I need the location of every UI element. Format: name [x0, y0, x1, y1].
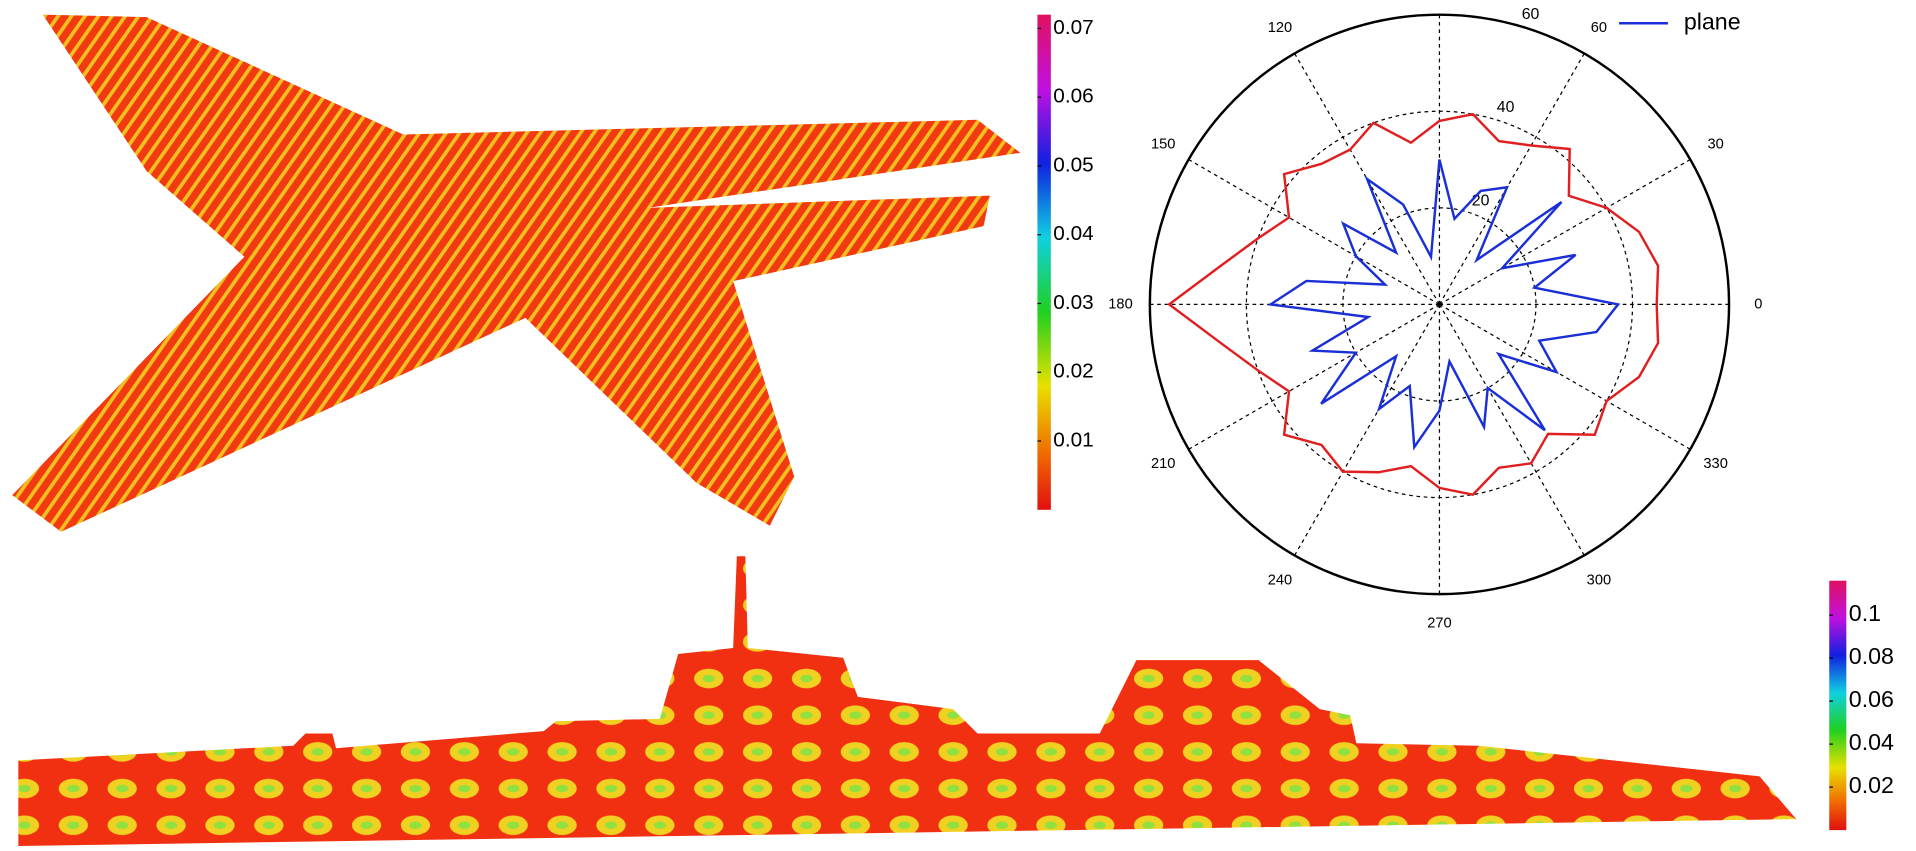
colorbar — [1037, 15, 1050, 510]
theta-tick-label: 300 — [1587, 573, 1611, 589]
r-tick-label: 60 — [1522, 6, 1540, 23]
theta-tick-label: 180 — [1108, 296, 1132, 312]
colorbar-tick-label: 0.02 — [1053, 360, 1093, 383]
theta-tick-label: 60 — [1591, 20, 1607, 36]
theta-tick-label: 240 — [1268, 573, 1292, 589]
polar-plot: 2040600306090120150180210240270300330 — [1108, 0, 1762, 631]
colorbar-tick-label: 0.1 — [1849, 600, 1881, 626]
colorbar-tick-label: 0.06 — [1053, 85, 1093, 108]
theta-tick-label: 30 — [1707, 137, 1723, 153]
theta-tick-label: 270 — [1427, 615, 1451, 631]
colorbar-tick-label: 0.07 — [1053, 16, 1093, 39]
polar-line — [1271, 160, 1619, 448]
colorbar — [1829, 581, 1846, 830]
colorbar-tick-label: 0.04 — [1849, 729, 1894, 755]
colorbar-tick-label: 0.02 — [1849, 772, 1894, 798]
colorbar-tick-label: 0.08 — [1849, 643, 1894, 669]
colorbar-tick-label: 0.05 — [1053, 153, 1093, 176]
figure: 2040600306090120150180210240270300330 pl… — [0, 0, 1916, 846]
grid-spoke — [1295, 304, 1440, 555]
theta-tick-label: 330 — [1703, 456, 1727, 472]
ship-render — [18, 556, 1796, 846]
colorbar-tick-label: 0.06 — [1849, 686, 1894, 712]
grid-spoke — [1189, 304, 1440, 449]
r-tick-label: 20 — [1472, 193, 1490, 210]
legend-label: plane — [1684, 8, 1741, 34]
legend: plane — [1619, 8, 1741, 34]
theta-tick-label: 150 — [1151, 137, 1175, 153]
grid-spoke — [1439, 160, 1690, 305]
colorbar-tick-label: 0.04 — [1053, 222, 1093, 245]
grid-spoke — [1439, 304, 1584, 555]
colorbar-tick-label: 0.03 — [1053, 291, 1093, 314]
r-tick-label: 40 — [1497, 99, 1515, 116]
plane-render — [12, 15, 1020, 532]
theta-tick-label: 0 — [1754, 296, 1762, 312]
theta-tick-label: 210 — [1151, 456, 1175, 472]
grid-spoke — [1439, 304, 1690, 449]
grid-spoke — [1189, 160, 1440, 305]
colorbar-tick-label: 0.01 — [1053, 429, 1093, 452]
theta-tick-label: 120 — [1268, 20, 1292, 36]
